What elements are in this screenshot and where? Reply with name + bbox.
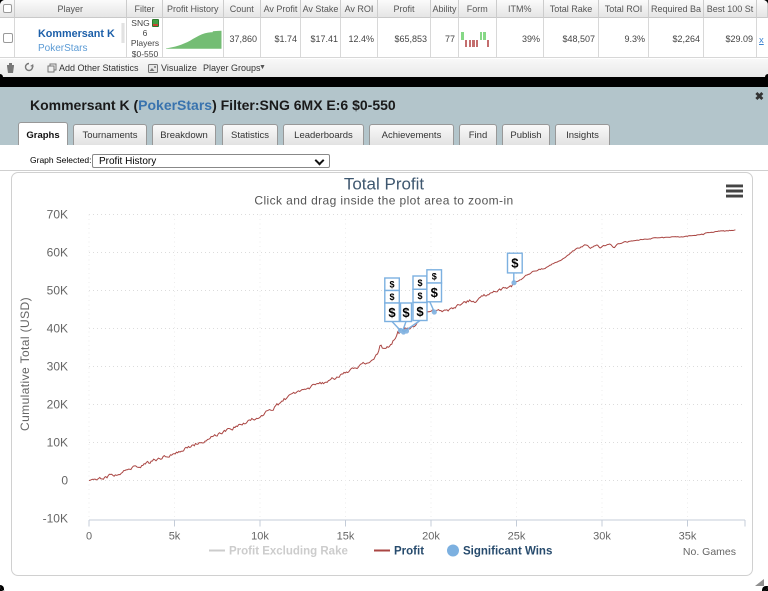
svg-text:30k: 30k — [593, 531, 611, 543]
svg-text:Click and drag inside the plot: Click and drag inside the plot area to z… — [254, 194, 513, 208]
svg-text:Total Profit: Total Profit — [344, 175, 425, 194]
svg-text:$: $ — [417, 278, 422, 288]
svg-text:$: $ — [431, 285, 439, 300]
svg-text:20k: 20k — [422, 531, 440, 543]
svg-text:15k: 15k — [337, 531, 355, 543]
svg-text:Cumulative Total (USD): Cumulative Total (USD) — [18, 297, 32, 431]
svg-text:40K: 40K — [47, 322, 68, 336]
svg-text:$: $ — [432, 272, 437, 282]
svg-text:$: $ — [388, 305, 396, 320]
svg-text:$: $ — [402, 305, 410, 320]
svg-text:25k: 25k — [508, 531, 526, 543]
svg-text:20K: 20K — [47, 398, 68, 412]
svg-text:$: $ — [416, 304, 424, 319]
svg-text:$: $ — [390, 292, 395, 302]
svg-text:$: $ — [417, 291, 422, 301]
svg-text:0: 0 — [86, 531, 92, 543]
svg-text:0: 0 — [61, 474, 68, 488]
svg-text:No. Games: No. Games — [683, 546, 736, 558]
svg-text:$: $ — [390, 279, 395, 289]
svg-text:60K: 60K — [47, 246, 68, 260]
svg-text:30K: 30K — [47, 360, 68, 374]
svg-text:10k: 10k — [251, 531, 269, 543]
svg-text:Profit: Profit — [394, 546, 424, 558]
svg-text:70K: 70K — [47, 208, 68, 222]
svg-text:5k: 5k — [169, 531, 181, 543]
svg-text:35k: 35k — [679, 531, 697, 543]
svg-text:$: $ — [511, 256, 519, 271]
svg-text:50K: 50K — [47, 284, 68, 298]
svg-text:Significant Wins: Significant Wins — [463, 546, 552, 558]
svg-text:-10K: -10K — [43, 512, 68, 526]
svg-text:Profit Excluding Rake: Profit Excluding Rake — [229, 546, 348, 558]
svg-text:10K: 10K — [47, 436, 68, 450]
